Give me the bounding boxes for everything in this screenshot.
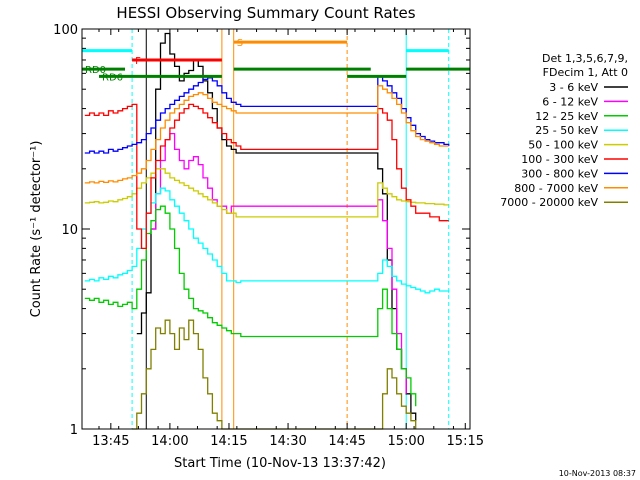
series-line [136, 32, 417, 421]
series-line [84, 187, 450, 294]
legend-label: 25 - 50 keV [535, 124, 598, 137]
series-line [132, 319, 417, 430]
x-axis: 13:45 14:00 14:15 14:30 14:45 15:00 15:15 [92, 29, 484, 449]
x-tick-label: 14:00 [151, 434, 188, 449]
legend-label: 6 - 12 keV [542, 95, 598, 108]
x-axis-label: Start Time (10-Nov-13 13:37:42) [174, 456, 386, 471]
y-axis-label: Count Rate (s⁻¹ detector⁻¹) [29, 141, 44, 318]
legend-label: 7000 - 20000 keV [500, 196, 598, 209]
x-tick-label: 15:00 [387, 434, 424, 449]
x-tick-label: 14:30 [269, 434, 306, 449]
legend: Det 1,3,5,6,7,9,FDecim 1, Att 0 3 - 6 keV… [500, 52, 628, 209]
series-line [151, 132, 407, 394]
footer-timestamp: 10-Nov-2013 08:37 [559, 469, 636, 478]
series-line [84, 85, 449, 184]
status-bar-label: S [237, 38, 243, 49]
legend-header: FDecim 1, Att 0 [543, 66, 628, 79]
status-bar-label: RD6 [102, 72, 123, 83]
series-line [84, 75, 450, 154]
legend-label: 800 - 7000 keV [514, 182, 598, 195]
x-tick-label: 13:45 [92, 434, 129, 449]
series-line [84, 205, 417, 407]
legend-label: 3 - 6 keV [549, 81, 598, 94]
x-tick-label: 15:15 [447, 434, 484, 449]
y-tick-label: 100 [53, 23, 78, 38]
status-bar-label: F [135, 56, 141, 67]
y-axis: 1 10 100 [53, 23, 470, 438]
x-tick-label: 14:45 [328, 434, 365, 449]
legend-header: Det 1,3,5,6,7,9, [542, 52, 628, 65]
series-line [84, 168, 449, 218]
legend-label: 100 - 300 keV [521, 153, 598, 166]
legend-label: 12 - 25 keV [535, 110, 598, 123]
x-tick-label: 14:15 [210, 434, 247, 449]
y-tick-label: 10 [61, 223, 78, 238]
legend-label: 50 - 100 keV [528, 139, 598, 152]
legend-label: 300 - 800 keV [521, 167, 598, 180]
chart-title: HESSI Observing Summary Count Rates [116, 4, 415, 22]
series-line [84, 103, 449, 250]
status-bar-label: RD0 [85, 65, 106, 76]
y-tick-label: 1 [70, 423, 78, 438]
